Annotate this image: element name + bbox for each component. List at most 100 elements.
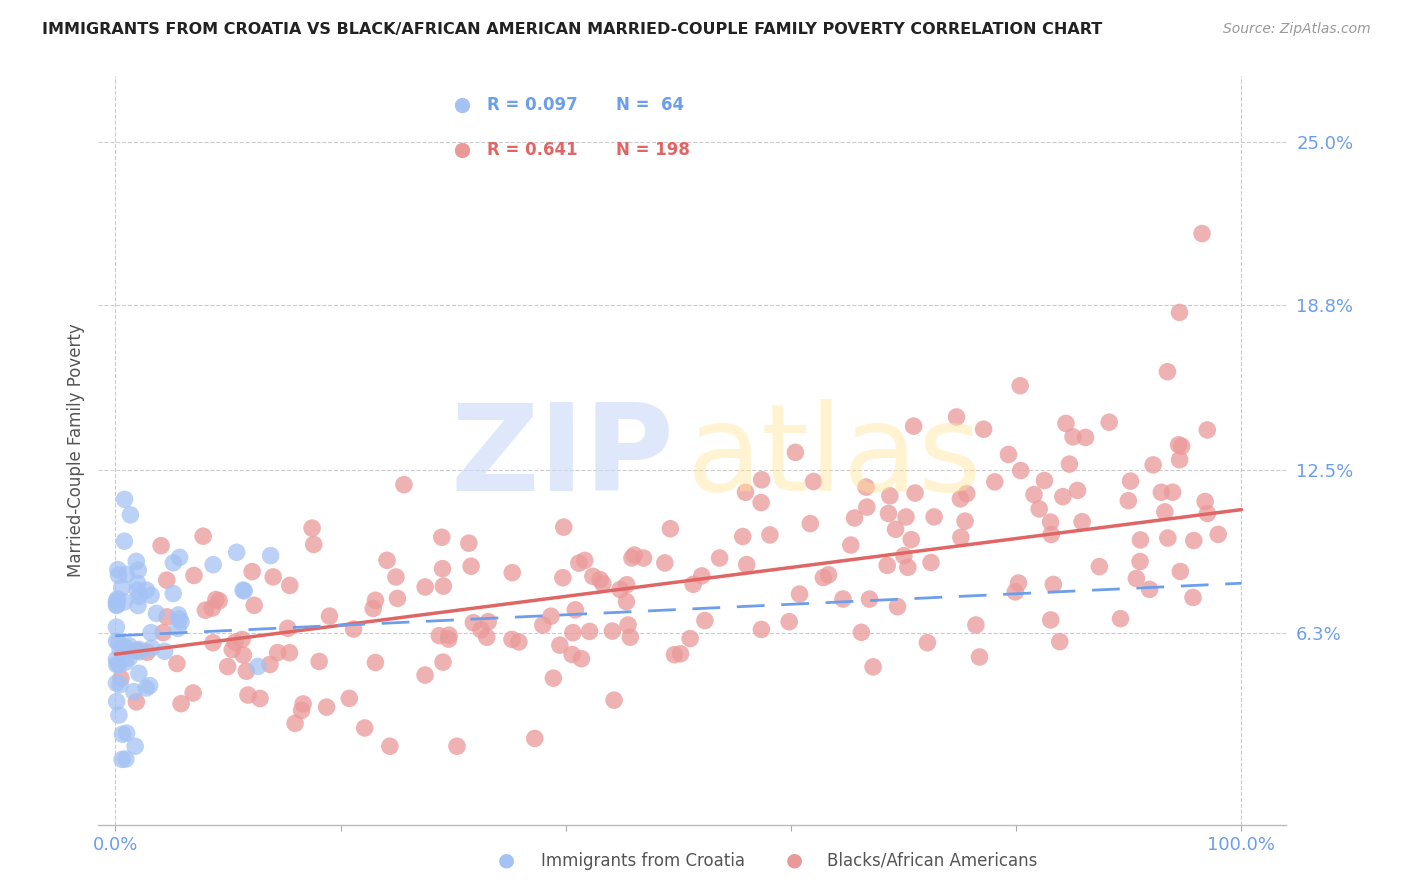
Point xyxy=(128,589,150,603)
Point xyxy=(392,477,415,491)
Point xyxy=(169,612,191,626)
Point xyxy=(315,700,337,714)
Point xyxy=(259,549,281,563)
Point xyxy=(592,576,614,591)
Point xyxy=(463,615,485,630)
Point xyxy=(128,642,150,657)
Point xyxy=(152,625,174,640)
Point xyxy=(531,618,554,632)
Point xyxy=(1170,439,1192,453)
Point xyxy=(432,655,454,669)
Point xyxy=(922,510,945,524)
Point xyxy=(224,635,246,649)
Text: ZIP: ZIP xyxy=(451,400,675,516)
Point xyxy=(709,551,731,566)
Point xyxy=(308,655,330,669)
Point xyxy=(232,583,254,598)
Point xyxy=(156,573,179,587)
Point xyxy=(105,652,128,666)
Point xyxy=(427,629,450,643)
Point xyxy=(337,691,360,706)
Point xyxy=(884,522,907,536)
Point xyxy=(1010,464,1032,478)
Point xyxy=(120,508,142,522)
Point xyxy=(1167,438,1189,452)
Point xyxy=(446,739,468,754)
Point xyxy=(114,640,136,655)
Point xyxy=(749,495,772,509)
Point xyxy=(574,553,596,567)
Point xyxy=(949,491,972,506)
Point xyxy=(578,624,600,639)
Point xyxy=(105,599,128,613)
Point xyxy=(1066,483,1088,498)
Point xyxy=(290,703,312,717)
Point xyxy=(1040,527,1063,541)
Point xyxy=(162,556,184,570)
Point xyxy=(108,678,131,692)
Point xyxy=(1039,613,1062,627)
Point xyxy=(1007,576,1029,591)
Text: ●: ● xyxy=(786,851,803,870)
Point xyxy=(375,553,398,567)
Point xyxy=(551,571,574,585)
Point xyxy=(240,565,263,579)
Point xyxy=(128,645,150,659)
Point xyxy=(236,688,259,702)
Point xyxy=(127,643,149,657)
Point xyxy=(413,580,436,594)
Point xyxy=(543,671,565,685)
Point xyxy=(1049,634,1071,648)
Point xyxy=(731,529,754,543)
Point xyxy=(141,641,163,656)
Point xyxy=(751,623,773,637)
Point xyxy=(1033,474,1056,488)
Point xyxy=(111,752,134,766)
Point xyxy=(893,549,915,563)
Point xyxy=(112,595,135,609)
Point xyxy=(437,632,460,647)
Point xyxy=(457,536,479,550)
Point xyxy=(1197,507,1219,521)
Point xyxy=(432,562,454,576)
Point xyxy=(115,726,138,740)
Point xyxy=(917,636,939,650)
Point xyxy=(1197,423,1219,437)
Point xyxy=(115,567,138,582)
Point xyxy=(105,598,128,612)
Point xyxy=(851,625,873,640)
Point xyxy=(364,593,387,607)
Point xyxy=(997,447,1019,461)
Point xyxy=(832,592,855,607)
Point xyxy=(105,620,128,634)
Text: IMMIGRANTS FROM CROATIA VS BLACK/AFRICAN AMERICAN MARRIED-COUPLE FAMILY POVERTY : IMMIGRANTS FROM CROATIA VS BLACK/AFRICAN… xyxy=(42,22,1102,37)
Point xyxy=(1139,582,1161,597)
Point xyxy=(205,592,228,607)
Point xyxy=(110,671,132,685)
Point xyxy=(107,568,129,582)
Point xyxy=(156,610,179,624)
Point xyxy=(589,573,612,587)
Point xyxy=(984,475,1007,489)
Point xyxy=(501,632,523,647)
Point xyxy=(1191,227,1213,241)
Point xyxy=(139,625,162,640)
Point xyxy=(353,721,375,735)
Text: Immigrants from Croatia: Immigrants from Croatia xyxy=(541,852,745,870)
Point xyxy=(633,551,655,566)
Point xyxy=(1119,474,1142,488)
Point xyxy=(231,632,253,647)
Point xyxy=(609,582,631,597)
Point xyxy=(1028,502,1050,516)
Point xyxy=(1157,531,1180,545)
Point xyxy=(553,520,575,534)
Point xyxy=(122,684,145,698)
Point xyxy=(470,623,492,637)
Point xyxy=(582,569,605,583)
Point xyxy=(278,578,301,592)
Point xyxy=(903,419,925,434)
Point xyxy=(501,566,523,580)
Point xyxy=(385,570,408,584)
Point xyxy=(114,655,136,669)
Point xyxy=(945,409,967,424)
